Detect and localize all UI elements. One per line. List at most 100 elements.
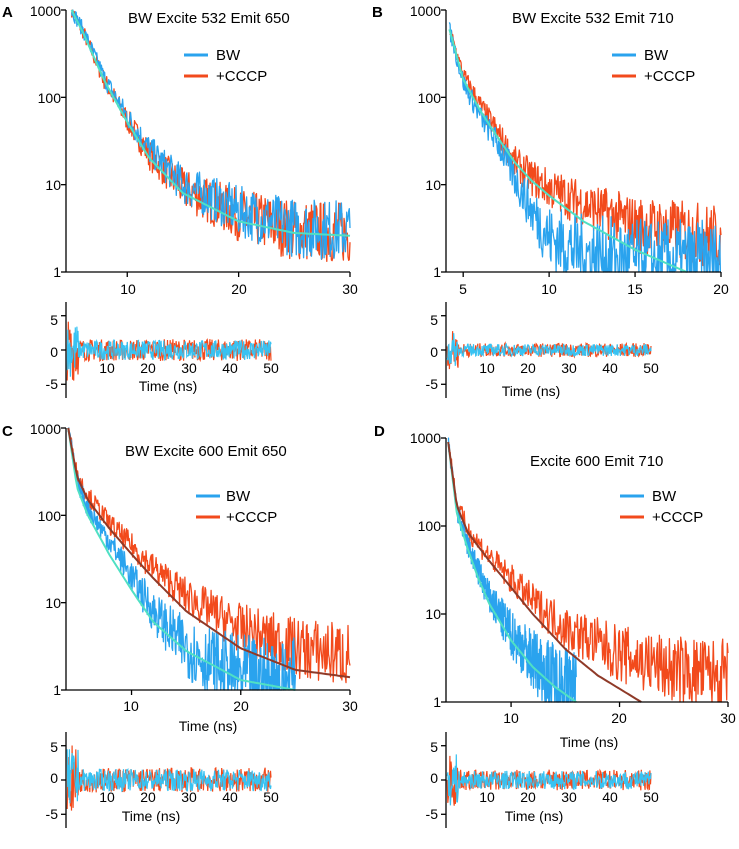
- panel-a-residual-plot: 5 0 -5 10 20 30 40 50 Time (ns): [46, 302, 279, 398]
- panel-c-series: [67, 427, 351, 691]
- panel-d-residual-plot: 5 0 -5 10 20 30 40 50 Time (ns): [426, 732, 659, 828]
- residual-x-tick-label: 20: [520, 360, 536, 376]
- x-tick-label: 30: [720, 710, 736, 726]
- x-tick-label: 10: [503, 710, 519, 726]
- x-tick-label: 15: [627, 281, 643, 297]
- panel-d-main-plot: 1 10 100 1000 10 20 30 Time (ns) BW +CCC…: [410, 430, 736, 750]
- residual-x-tick-label: 40: [602, 360, 618, 376]
- panel-d-legend: BW +CCCP: [620, 488, 703, 526]
- y-tick-label: 1000: [410, 3, 441, 19]
- y-tick-label: 100: [418, 518, 442, 534]
- y-tick-label: 100: [38, 90, 62, 106]
- residual-x-tick-label: 30: [181, 360, 197, 376]
- residual-x-tick-label: 30: [181, 789, 197, 805]
- legend-label-bw: BW: [216, 47, 241, 64]
- residual-bw-line: [446, 754, 652, 806]
- residual-y-tick-label: -5: [426, 376, 439, 392]
- panel-letter-b: B: [372, 4, 383, 21]
- x-tick-label: 30: [342, 281, 358, 297]
- residual-x-tick-label: 20: [140, 360, 156, 376]
- y-tick-label: 10: [425, 177, 441, 193]
- fit-bw-curve: [67, 427, 296, 691]
- residual-bw-line: [66, 749, 272, 804]
- residual-x-tick-label: 30: [561, 789, 577, 805]
- residual-y-tick-label: 0: [50, 770, 58, 786]
- fit-cccp-curve: [67, 427, 351, 679]
- residual-x-axis-title: Time (ns): [139, 378, 198, 394]
- residual-y-tick-label: 0: [430, 344, 438, 360]
- x-tick-label: 20: [233, 698, 249, 714]
- panel-b-series: [448, 22, 722, 273]
- x-tick-label: 10: [541, 281, 557, 297]
- panel-d-series: [447, 437, 729, 703]
- panel-b-main-plot: 1 10 100 1000 5 10 15 20 BW +CCCP: [410, 3, 729, 297]
- residual-x-tick-label: 40: [222, 789, 238, 805]
- residual-y-tick-label: 5: [430, 739, 438, 755]
- panel-a: A BW Excite 532 Emit 650 1 10 100 1000 1…: [2, 3, 358, 398]
- residual-x-axis-title: Time (ns): [505, 808, 564, 824]
- residual-y-tick-label: 0: [50, 344, 58, 360]
- residual-x-tick-label: 50: [643, 360, 659, 376]
- residual-y-tick-label: 5: [50, 739, 58, 755]
- y-tick-label: 10: [45, 595, 61, 611]
- x-tick-label: 10: [120, 281, 136, 297]
- panel-letter-a: A: [2, 4, 13, 21]
- panel-letter-d: D: [374, 423, 385, 440]
- residual-y-tick-label: -5: [46, 376, 59, 392]
- fit-bw-curve: [70, 9, 351, 237]
- panel-a-residuals: [66, 321, 272, 381]
- panel-b-residuals: [446, 331, 652, 370]
- residual-bw-line: [446, 333, 652, 366]
- residual-y-tick-label: 0: [430, 770, 438, 786]
- x-tick-label: 20: [611, 710, 627, 726]
- y-tick-label: 100: [418, 90, 442, 106]
- panel-b-legend: BW +CCCP: [612, 47, 695, 85]
- panel-b: B BW Excite 532 Emit 710 1 10 100 1000 5…: [372, 3, 729, 399]
- residual-x-tick-label: 10: [99, 789, 115, 805]
- panel-a-title: BW Excite 532 Emit 650: [128, 10, 290, 27]
- legend-label-bw: BW: [226, 488, 251, 505]
- panel-a-main-plot: 1 10 100 1000 10 20 30 BW +CCCP: [30, 3, 358, 297]
- series-bw-line: [67, 427, 297, 691]
- panel-a-legend: BW +CCCP: [184, 47, 267, 85]
- x-tick-label: 10: [123, 698, 139, 714]
- y-tick-label: 10: [425, 606, 441, 622]
- residual-y-tick-label: 5: [50, 312, 58, 328]
- residual-x-tick-label: 10: [479, 360, 495, 376]
- y-tick-label: 1: [433, 694, 441, 710]
- residual-x-tick-label: 50: [643, 789, 659, 805]
- x-axis-title: Time (ns): [179, 718, 238, 734]
- residual-x-tick-label: 40: [222, 360, 238, 376]
- panel-d: D Excite 600 Emit 710 1 10 100 1000 10 2…: [374, 423, 736, 828]
- panel-b-title: BW Excite 532 Emit 710: [512, 10, 674, 27]
- residual-x-tick-label: 10: [99, 360, 115, 376]
- residual-x-tick-label: 20: [520, 789, 536, 805]
- panel-c-legend: BW +CCCP: [196, 488, 277, 526]
- residual-x-tick-label: 40: [602, 789, 618, 805]
- residual-bw-line: [66, 326, 272, 377]
- y-tick-label: 100: [38, 508, 62, 524]
- panel-c: C BW Excite 600 Emit 650 1 10 100 1000 1…: [2, 421, 358, 828]
- panel-c-residual-plot: 5 0 -5 10 20 30 40 50 Time (ns): [46, 732, 279, 828]
- series-bw-line: [448, 22, 722, 273]
- legend-label-cccp: +CCCP: [644, 68, 695, 85]
- panel-c-residuals: [66, 745, 272, 811]
- residual-x-axis-title: Time (ns): [502, 383, 561, 399]
- panel-a-series: [70, 9, 351, 262]
- y-tick-label: 1000: [410, 430, 441, 446]
- residual-x-tick-label: 20: [140, 789, 156, 805]
- x-tick-label: 30: [342, 698, 358, 714]
- residual-y-tick-label: -5: [426, 806, 439, 822]
- y-tick-label: 1: [53, 682, 61, 698]
- x-tick-label: 5: [459, 281, 467, 297]
- residual-y-tick-label: 5: [430, 312, 438, 328]
- residual-x-axis-title: Time (ns): [122, 808, 181, 824]
- residual-y-tick-label: -5: [46, 806, 59, 822]
- panel-d-residuals: [446, 754, 652, 806]
- legend-label-cccp: +CCCP: [652, 509, 703, 526]
- fit-bw-curve: [448, 29, 688, 273]
- residual-x-tick-label: 50: [263, 360, 279, 376]
- y-tick-label: 1: [433, 264, 441, 280]
- y-tick-label: 1000: [30, 421, 61, 437]
